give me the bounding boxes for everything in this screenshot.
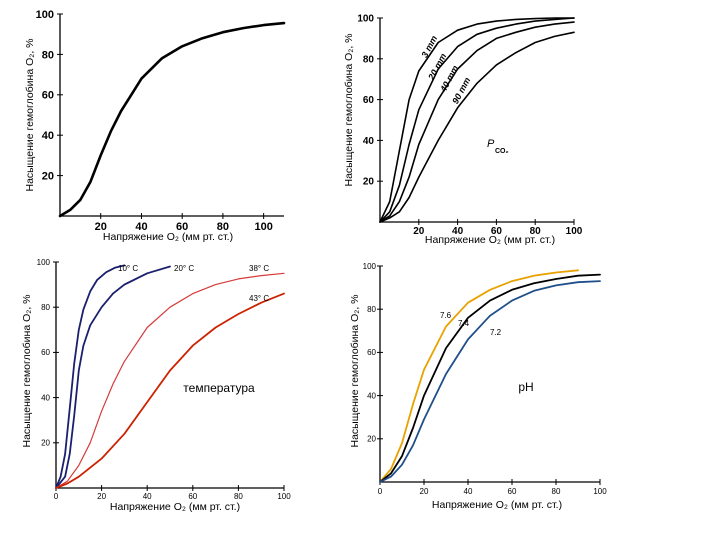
annotation: P [487,138,495,150]
series-label: 20° C [174,264,194,273]
series-line [379,17,575,223]
x-tick-label: 20 [95,221,107,233]
series-label: 7.6 [440,311,452,320]
y-tick-label: 20 [42,170,54,182]
x-tick-label: 60 [491,226,503,237]
series-label: 10° C [118,264,138,273]
series-line [379,269,579,483]
x-tick-label: 20 [420,487,429,496]
annotation-subscript: CO₂ [495,148,509,155]
annotation: pH [518,380,533,394]
series-label: 7.4 [458,319,470,328]
x-tick-label: 80 [552,487,561,496]
x-tick-label: 100 [593,487,607,496]
y-tick-label: 80 [367,305,376,314]
x-tick-label: 60 [188,492,197,501]
y-tick-label: 60 [42,90,54,102]
y-tick-label: 80 [41,303,50,312]
x-tick-label: 100 [254,221,272,233]
x-tick-label: 20 [97,492,106,501]
y-tick-label: 100 [363,262,377,271]
x-tick-label: 100 [566,226,583,237]
x-tick-label: 80 [217,221,229,233]
x-tick-label: 60 [508,487,517,496]
x-tick-label: 40 [135,221,147,233]
series-label: 38° C [249,264,269,273]
series-line [58,21,286,218]
x-tick-label: 60 [176,221,188,233]
y-tick-label: 20 [367,435,376,444]
series-line [379,273,601,483]
y-tick-label: 100 [357,14,374,25]
series-line [55,272,285,489]
y-axis-label: Насыщение гемоглобина O₂, % [343,33,355,186]
y-axis-label: Насыщение гемоглобина O₂, % [349,294,361,447]
y-tick-label: 80 [363,54,375,65]
x-tick-label: 100 [277,492,291,501]
y-tick-label: 60 [41,348,50,357]
y-tick-label: 20 [41,439,50,448]
x-tick-label: 0 [54,492,59,501]
x-tick-label: 0 [378,487,383,496]
series-line [379,31,575,223]
annotation: температура [183,381,255,395]
y-tick-label: 40 [363,136,375,147]
y-tick-label: 40 [42,130,54,142]
y-tick-label: 20 [363,177,375,188]
y-tick-label: 60 [363,95,375,106]
x-tick-label: 40 [143,492,152,501]
x-axis-label: Напряжение O₂ (мм рт. ст.) [425,234,555,246]
series-line [379,17,575,223]
x-tick-label: 80 [530,226,542,237]
y-tick-label: 100 [36,9,54,21]
y-tick-label: 60 [367,348,376,357]
y-tick-label: 100 [37,258,51,267]
x-axis-label: Напряжение O₂ (мм рт. ст.) [103,231,233,243]
series-line [55,292,285,489]
y-axis-label: Насыщение гемоглобина O₂, % [24,38,36,191]
x-axis-label: Напряжение O₂ (мм рт. ст.) [432,499,562,511]
series-line [55,265,171,489]
x-tick-label: 20 [413,226,425,237]
y-tick-label: 40 [41,393,50,402]
y-axis-label: Насыщение гемоглобина O₂, % [21,294,33,447]
series-line [55,264,126,489]
y-tick-label: 40 [367,391,376,400]
x-tick-label: 40 [452,226,464,237]
x-tick-label: 80 [234,492,243,501]
x-tick-label: 40 [464,487,473,496]
series-line [379,280,601,483]
series-label: 43° C [249,294,269,303]
y-tick-label: 80 [42,49,54,61]
x-axis-label: Напряжение O₂ (мм рт. ст.) [110,501,240,513]
series-label: 7.2 [490,328,502,337]
series-line [379,21,575,223]
